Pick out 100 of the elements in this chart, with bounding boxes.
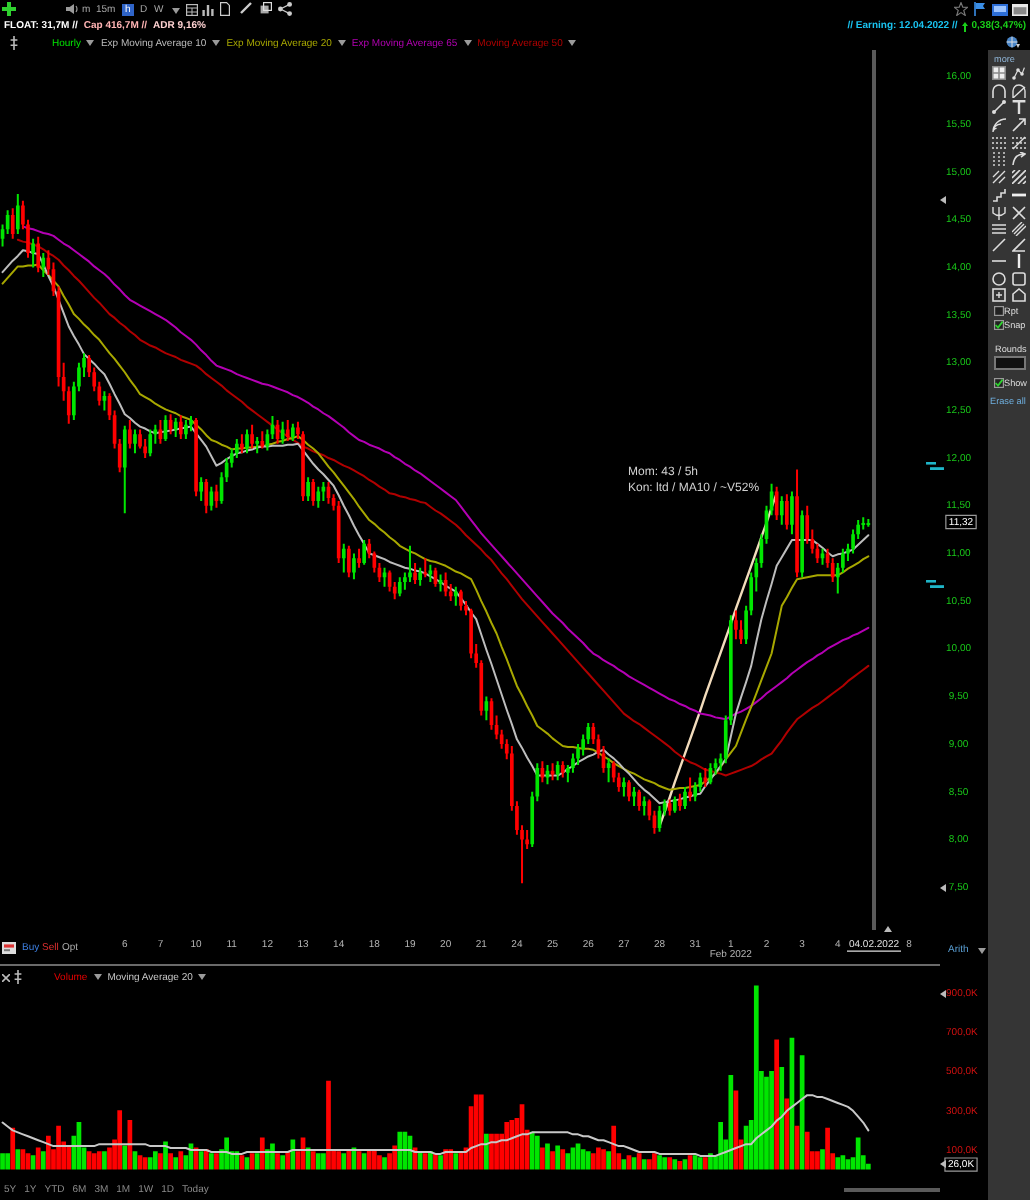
- bar: [102, 1151, 107, 1170]
- bar: [540, 1147, 545, 1170]
- bar: [718, 1121, 724, 1170]
- bar: [40, 1151, 46, 1170]
- bar: [147, 1157, 153, 1170]
- bar: [122, 1145, 128, 1170]
- bar: [779, 1067, 785, 1170]
- bar: [35, 1147, 41, 1170]
- bar: [209, 1153, 214, 1170]
- bar: [422, 1153, 428, 1170]
- bar: [392, 1145, 398, 1170]
- bar: [46, 1135, 51, 1170]
- bar: [565, 1153, 571, 1170]
- bar: [703, 1157, 708, 1170]
- bar: [662, 1157, 667, 1170]
- bar: [606, 1151, 611, 1170]
- bar: [534, 1135, 540, 1170]
- bar: [697, 1157, 703, 1170]
- bar: [310, 1151, 316, 1170]
- bar: [366, 1149, 372, 1170]
- bar: [667, 1157, 673, 1170]
- bar: [290, 1139, 296, 1170]
- bar: [224, 1137, 229, 1170]
- bar: [377, 1155, 382, 1170]
- bar: [315, 1153, 321, 1170]
- bar: [494, 1133, 499, 1170]
- bar: [341, 1153, 347, 1170]
- bar: [473, 1094, 479, 1170]
- bar: [728, 1074, 734, 1170]
- bar: [163, 1141, 168, 1170]
- bar: [336, 1151, 342, 1170]
- bar: [321, 1153, 326, 1170]
- bar: [326, 1080, 331, 1170]
- bar: [270, 1143, 275, 1170]
- bar: [825, 1127, 830, 1170]
- bar: [10, 1127, 16, 1170]
- bar: [509, 1119, 515, 1170]
- bar: [585, 1151, 591, 1170]
- bar: [56, 1125, 61, 1170]
- bar: [489, 1133, 494, 1170]
- bar: [590, 1153, 596, 1170]
- bar: [265, 1149, 270, 1170]
- bar: [178, 1151, 184, 1170]
- bar: [478, 1094, 484, 1170]
- bar: [382, 1157, 387, 1170]
- bar: [835, 1157, 841, 1170]
- bar: [820, 1149, 825, 1170]
- bar: [764, 1076, 769, 1170]
- bar: [397, 1131, 403, 1170]
- candlestick: [408, 545, 412, 582]
- bar: [280, 1155, 286, 1170]
- bar: [601, 1149, 606, 1170]
- bar: [815, 1151, 820, 1170]
- bar: [387, 1153, 392, 1170]
- bar: [117, 1110, 123, 1170]
- bar: [865, 1163, 871, 1170]
- bar: [652, 1153, 657, 1170]
- bar: [692, 1155, 698, 1170]
- bar: [66, 1145, 72, 1170]
- candlestick: [423, 558, 428, 578]
- bar: [855, 1137, 861, 1170]
- bar: [550, 1151, 555, 1170]
- bar: [448, 1149, 454, 1170]
- bar: [259, 1137, 265, 1170]
- bar: [484, 1133, 489, 1170]
- bar: [168, 1153, 173, 1170]
- bar: [285, 1151, 291, 1170]
- bar: [529, 1131, 535, 1170]
- bar: [611, 1125, 617, 1170]
- bar: [254, 1153, 260, 1170]
- bar: [152, 1151, 158, 1170]
- bar: [784, 1098, 790, 1170]
- bar: [555, 1145, 561, 1170]
- bar: [371, 1149, 377, 1170]
- bar: [560, 1149, 566, 1170]
- bar: [596, 1147, 601, 1170]
- bar: [91, 1153, 97, 1170]
- bar: [657, 1155, 662, 1170]
- bar: [0, 1153, 5, 1170]
- bar: [545, 1143, 550, 1170]
- bar: [672, 1159, 678, 1170]
- bar: [646, 1159, 652, 1170]
- bar: [361, 1153, 367, 1170]
- bar: [275, 1153, 280, 1170]
- bar: [173, 1157, 179, 1170]
- bar: [214, 1153, 219, 1170]
- bar: [774, 1039, 780, 1170]
- bar: [158, 1153, 163, 1170]
- bar: [641, 1159, 647, 1170]
- bar: [142, 1157, 148, 1170]
- bar: [438, 1155, 443, 1170]
- bar: [15, 1149, 21, 1170]
- bar: [107, 1147, 112, 1170]
- bar: [443, 1149, 448, 1170]
- bar: [769, 1070, 774, 1170]
- bar: [504, 1121, 510, 1170]
- bar: [804, 1131, 810, 1170]
- bar: [96, 1151, 102, 1170]
- bar: [5, 1153, 10, 1170]
- bar: [453, 1153, 459, 1170]
